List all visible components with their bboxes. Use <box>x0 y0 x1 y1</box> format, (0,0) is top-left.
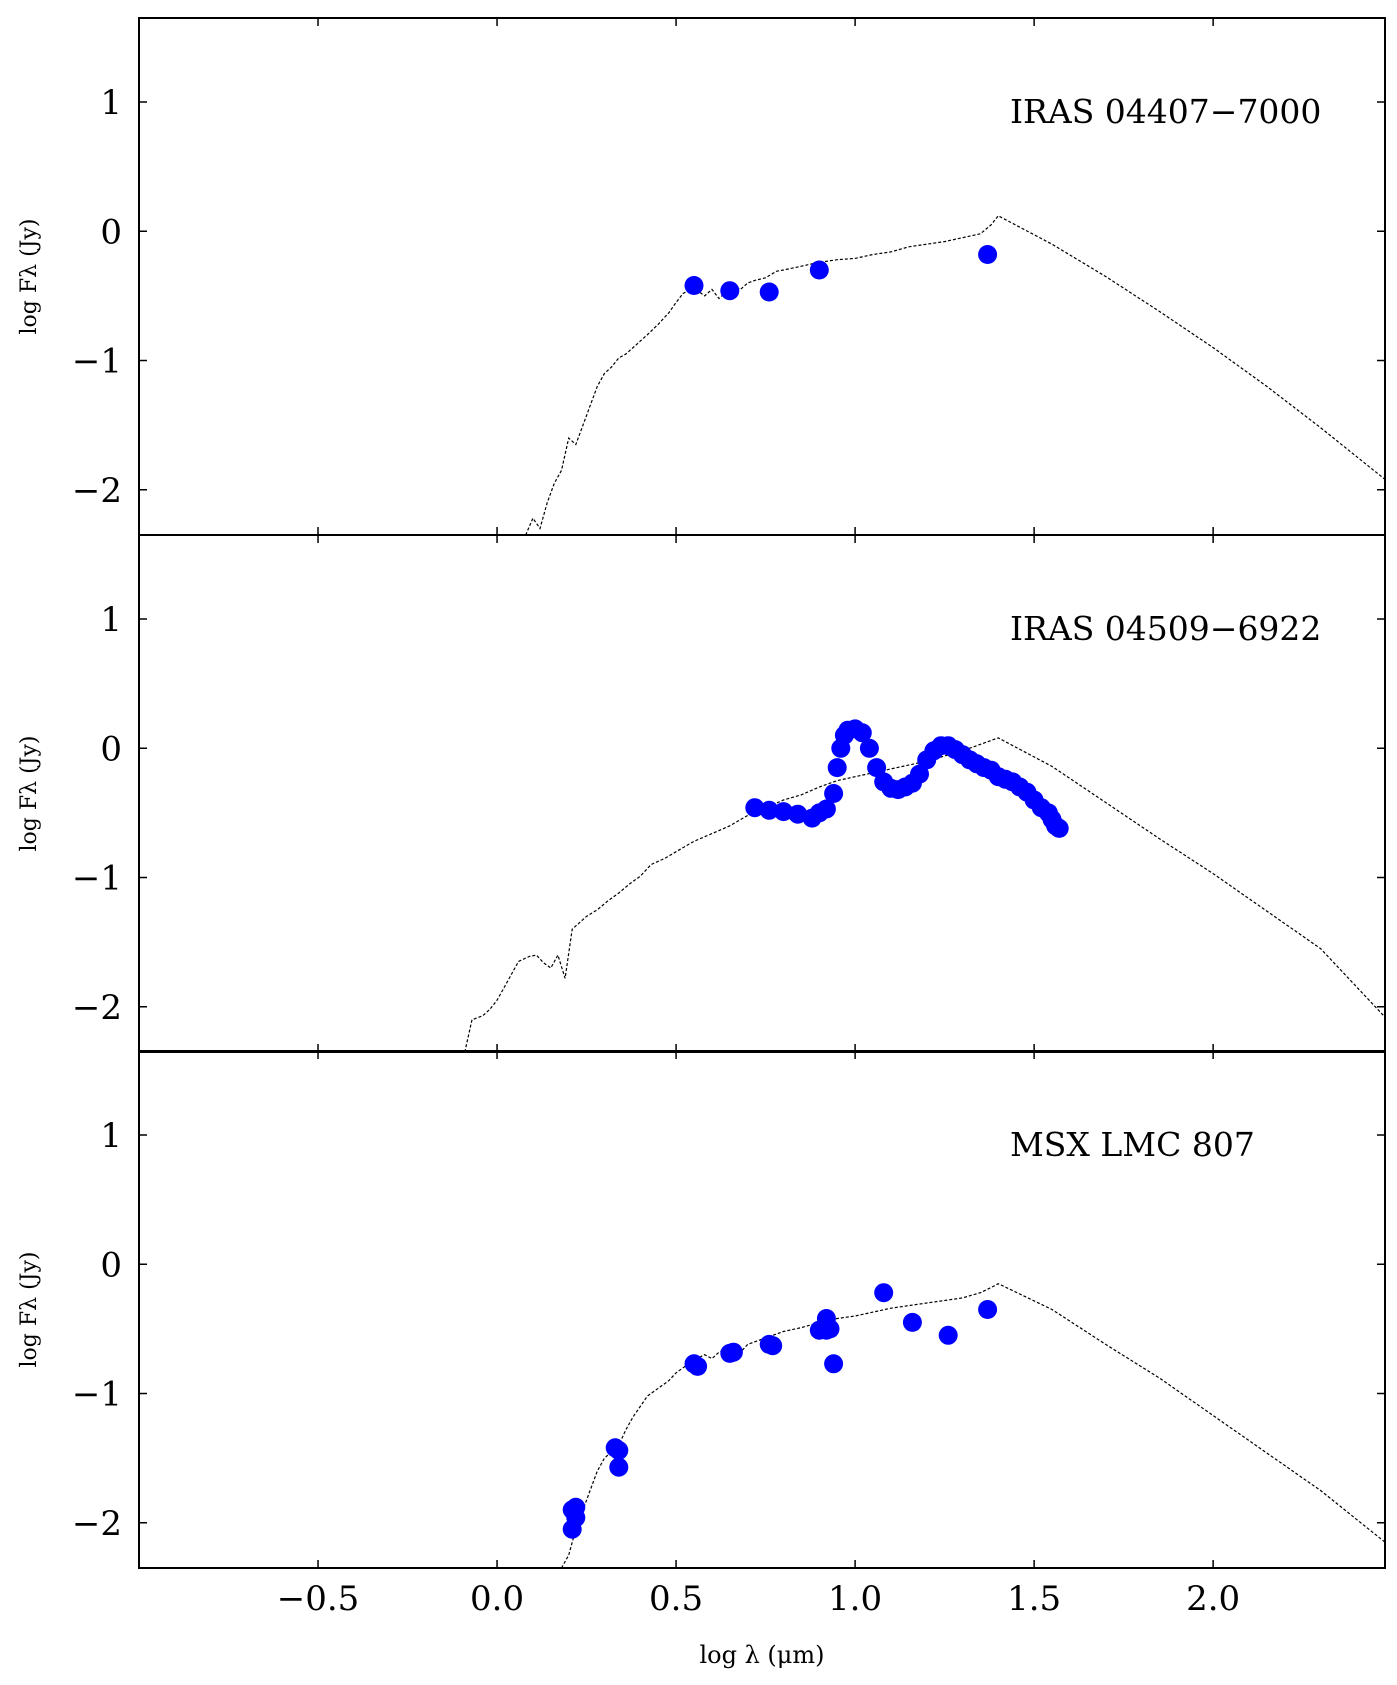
panel-frame <box>138 1050 1386 1569</box>
y-tick-label: 1 <box>100 600 122 640</box>
data-point <box>759 282 779 302</box>
data-point <box>938 1325 958 1345</box>
data-point <box>910 764 929 784</box>
model-sed-curve <box>560 1283 1385 1568</box>
data-point <box>609 1440 629 1460</box>
data-point <box>609 1457 629 1477</box>
data-point <box>566 1497 586 1517</box>
data-point <box>745 798 765 818</box>
data-point <box>820 1319 840 1339</box>
data-point <box>809 260 829 280</box>
y-axis-label: log Fλ (Jy) <box>17 219 42 335</box>
data-point <box>759 800 779 820</box>
object-name-label: MSX LMC 807 <box>1010 1125 1255 1164</box>
data-point <box>684 276 704 295</box>
data-point <box>824 784 844 803</box>
y-axis-label: log Fλ (Jy) <box>17 1252 42 1368</box>
y-tick-label: −2 <box>72 988 122 1028</box>
data-point <box>859 738 879 758</box>
y-tick-label: 1 <box>100 1116 122 1156</box>
x-tick-label: 2.0 <box>1186 1579 1240 1619</box>
y-tick-label: 1 <box>100 83 122 123</box>
plot-area <box>560 1283 1385 1568</box>
data-point <box>852 723 872 743</box>
y-tick-label: −1 <box>72 342 122 382</box>
data-point <box>827 758 847 778</box>
x-tick-label: 1.5 <box>1007 1579 1061 1619</box>
x-tick-label: −0.5 <box>277 1579 360 1619</box>
y-axis-label: log Fλ (Jy) <box>17 736 42 852</box>
data-point <box>788 804 808 824</box>
panel-2: 1 0 −1 −2 log Fλ (Jy) IRAS 04509−6922 <box>17 534 1386 1053</box>
y-tick-label: −2 <box>72 471 122 511</box>
data-point <box>902 1312 922 1332</box>
y-tick-label: −1 <box>72 1375 122 1415</box>
x-tick-label: 1.0 <box>828 1579 882 1619</box>
x-axis-label: log λ (μm) <box>699 1641 824 1669</box>
plot-area <box>464 719 1385 1052</box>
data-point <box>688 1356 708 1376</box>
data-point <box>720 281 740 301</box>
data-point <box>723 1342 743 1362</box>
model-sed-curve <box>464 737 1385 1052</box>
data-point <box>978 1300 998 1319</box>
object-name-label: IRAS 04407−7000 <box>1010 92 1321 131</box>
data-point <box>774 802 793 822</box>
x-tick-label: 0.0 <box>470 1579 524 1619</box>
x-tick-label: 0.5 <box>649 1579 703 1619</box>
panel-3: −0.5 0.0 0.5 1.0 1.5 2.0 1 0 −1 −2 log Fλ (Jy) MSX … <box>17 1050 1386 1619</box>
y-tick-label: 0 <box>100 729 122 769</box>
y-tick-label: 0 <box>100 1245 122 1285</box>
panel-1: 1 0 −1 −2 log Fλ (Jy) IRAS 04407−7000 <box>17 17 1386 536</box>
data-point <box>824 1354 844 1374</box>
plot-area <box>525 215 1385 535</box>
data-point <box>867 758 887 778</box>
data-point <box>978 245 998 264</box>
object-name-label: IRAS 04509−6922 <box>1010 609 1321 648</box>
data-point <box>874 1283 894 1303</box>
y-tick-label: 0 <box>100 212 122 252</box>
y-tick-label: −2 <box>72 1504 122 1544</box>
data-point <box>763 1336 783 1356</box>
data-point <box>816 799 836 819</box>
y-tick-label: −1 <box>72 859 122 899</box>
model-sed-curve <box>525 215 1385 535</box>
data-point <box>1049 818 1069 838</box>
